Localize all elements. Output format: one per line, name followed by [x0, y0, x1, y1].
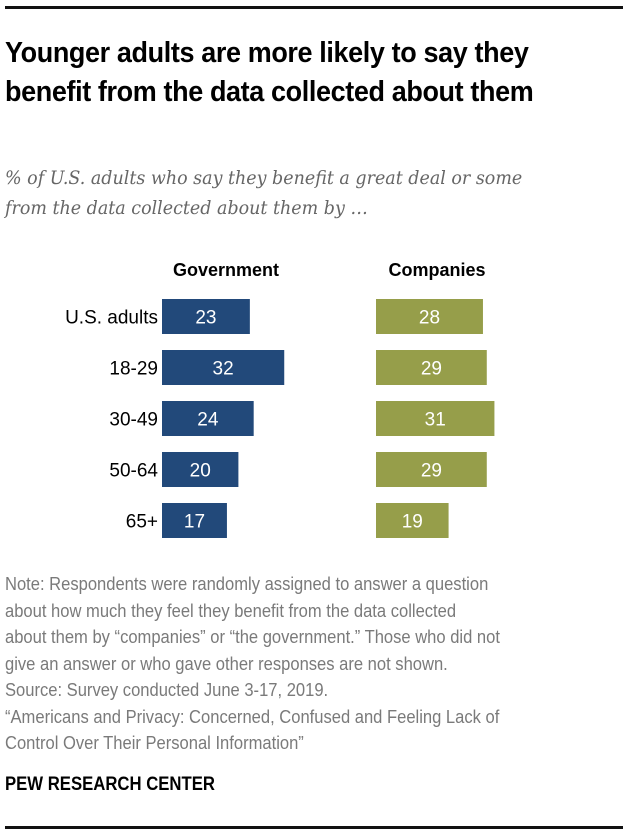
- bar-government-30-49: [162, 401, 254, 436]
- bar-government-u-s-adults: [162, 299, 250, 334]
- data-label: 29: [421, 359, 442, 380]
- bar-companies-30-49: [376, 401, 495, 436]
- data-label: 31: [425, 410, 446, 431]
- data-label: 20: [190, 461, 211, 482]
- data-label: 29: [421, 461, 442, 482]
- bar-companies-50-64: [376, 452, 487, 487]
- category-label: 65+: [126, 512, 158, 533]
- bar-government-50-64: [162, 452, 239, 487]
- bar-government-65: [162, 503, 227, 538]
- data-label: 28: [419, 308, 440, 329]
- note-line: about how much they feel they benefit fr…: [5, 600, 457, 621]
- note-line: about them by “companies” or “the govern…: [5, 627, 500, 647]
- brand-logo-text: PEW RESEARCH CENTER: [5, 774, 215, 795]
- bar-companies-u-s-adults: [376, 299, 483, 334]
- data-label: 24: [197, 410, 219, 431]
- bottom-rule: [5, 826, 623, 829]
- series-header-companies: Companies: [388, 260, 485, 280]
- category-label: U.S. adults: [65, 308, 158, 329]
- data-label: 17: [184, 512, 205, 533]
- category-label: 50-64: [109, 461, 158, 482]
- data-label: 32: [213, 359, 234, 380]
- category-label: 18-29: [109, 359, 158, 380]
- bar-companies-65: [376, 503, 449, 538]
- data-label: 19: [402, 512, 423, 533]
- source-line: Source: Survey conducted June 3-17, 2019…: [5, 680, 329, 700]
- bar-government-18-29: [162, 350, 285, 385]
- bar-companies-18-29: [376, 350, 487, 385]
- series-header-government: Government: [173, 260, 279, 280]
- note-line: Note: Respondents were randomly assigned…: [5, 574, 489, 594]
- notes-block: Note: Respondents were randomly assigned…: [5, 571, 594, 757]
- report-title-line: “Americans and Privacy: Concerned, Confu…: [5, 706, 500, 727]
- top-rule: [5, 6, 623, 9]
- category-label: 30-49: [109, 410, 158, 431]
- bar-chart: Government Companies U.S. adults 23 28 18-2…: [65, 260, 495, 538]
- chart-title: Younger adults are more likely to say th…: [5, 37, 534, 108]
- chart-subtitle: % of U.S. adults who say they benefit a …: [5, 167, 523, 219]
- data-label: 23: [195, 308, 216, 329]
- report-title-line: Control Over Their Personal Information”: [5, 733, 304, 753]
- note-line: give an answer or who gave other respons…: [5, 653, 448, 674]
